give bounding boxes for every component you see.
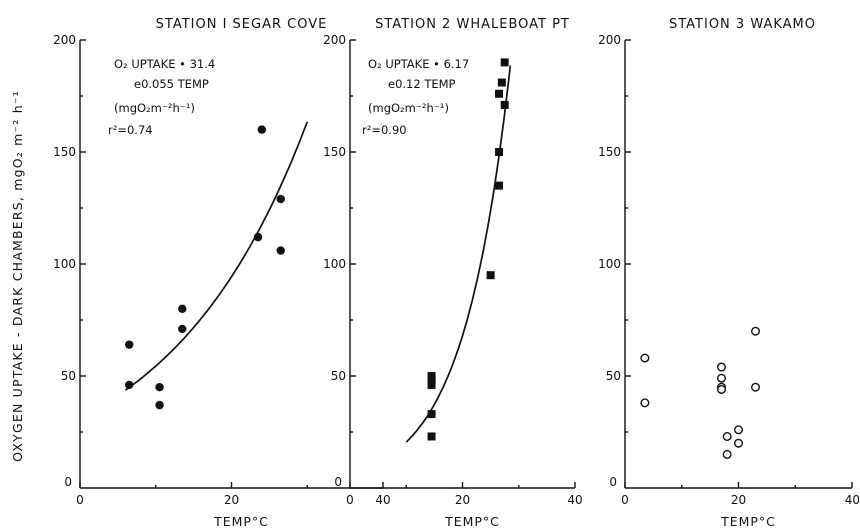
data-point	[427, 380, 436, 389]
data-point	[640, 353, 650, 363]
equation-line: e0.055 TEMP	[134, 77, 209, 91]
data-point	[155, 400, 164, 410]
y-tick-label: 150	[53, 145, 76, 159]
x-tick-label: 40	[375, 493, 390, 507]
x-tick-label: 0	[76, 493, 84, 507]
x-tick-label: 0	[346, 493, 354, 507]
fitted-curve	[124, 121, 309, 391]
data-point	[716, 384, 726, 394]
equation-line: r²=0.90	[362, 123, 407, 137]
data-point	[125, 340, 134, 349]
data-point	[276, 246, 285, 255]
data-point	[751, 382, 761, 392]
x-axis-label: TEMP°C	[213, 514, 269, 529]
data-point	[734, 425, 744, 435]
x-tick-label: 40	[567, 493, 582, 507]
data-point	[497, 78, 506, 87]
chart-title: STATION 2 WHALEBOAT PT	[375, 17, 570, 32]
data-point	[716, 373, 726, 383]
data-point	[716, 362, 726, 372]
data-point	[495, 181, 504, 190]
equation-line: O₂ UPTAKE • 6.17	[368, 57, 469, 71]
y-tick-label: 50	[606, 369, 621, 383]
y-tick-label: 0	[609, 475, 617, 489]
data-point	[734, 438, 744, 448]
data-point	[495, 148, 504, 156]
data-point	[257, 125, 266, 134]
data-point	[722, 449, 732, 459]
data-point	[276, 194, 285, 204]
y-tick-label: 100	[323, 257, 346, 271]
data-point	[500, 58, 509, 67]
chart-title: STATION 3 WAKAMO	[669, 17, 816, 32]
data-point	[486, 271, 495, 280]
data-point	[722, 431, 732, 441]
data-point	[427, 372, 436, 380]
data-point	[178, 304, 187, 313]
y-tick-label: 200	[53, 33, 76, 47]
x-axis-label: TEMP°C	[720, 514, 776, 529]
fitted-curve	[405, 65, 512, 443]
y-tick-label: 100	[53, 257, 76, 271]
equation-line: r²=0.74	[108, 123, 153, 137]
data-point	[253, 232, 263, 242]
chart-panel-3: STATION 3 WAKAMO 50 100 150 200 00 20 40 TEMP°C	[598, 17, 860, 529]
data-point	[178, 324, 187, 334]
data-point	[751, 326, 761, 336]
data-point	[500, 100, 509, 109]
x-tick-label: 40	[845, 493, 860, 507]
y-axis-label: OXYGEN UPTAKE - DARK CHAMBERS, mgO₂ m⁻² …	[10, 90, 25, 462]
y-tick-label: 50	[61, 369, 76, 383]
y-tick-label: 0	[64, 475, 72, 489]
equation-line: (mgO₂m⁻²h⁻¹)	[114, 101, 195, 115]
data-point	[427, 432, 436, 441]
y-tick-label: 50	[331, 369, 346, 383]
y-tick-label: 200	[323, 33, 346, 47]
chart-panel-2: STATION 2 WHALEBOAT PT 50 100 150 200 00 20 40 T…	[323, 17, 583, 529]
x-tick-label: 0	[621, 493, 629, 507]
equation-line: e0.12 TEMP	[388, 77, 456, 91]
x-tick-label: 20	[224, 493, 239, 507]
x-tick-label: 20	[455, 493, 470, 507]
y-tick-label: 200	[598, 33, 621, 47]
data-point	[155, 383, 164, 392]
equation-annotation: O₂ UPTAKE • 31.4 e0.055 TEMP (mgO₂m⁻²h⁻¹) r…	[108, 57, 215, 137]
y-tick-label: 150	[598, 145, 621, 159]
data-point	[125, 380, 134, 390]
x-axis-label: TEMP°C	[444, 514, 500, 529]
data-point	[427, 410, 436, 419]
equation-line: (mgO₂m⁻²h⁻¹)	[368, 101, 449, 115]
x-tick-label: 20	[731, 493, 746, 507]
equation-line: O₂ UPTAKE • 31.4	[114, 57, 215, 71]
y-tick-label: 0	[334, 475, 342, 489]
y-tick-label: 100	[598, 257, 621, 271]
data-point	[427, 376, 436, 385]
data-point	[495, 89, 504, 98]
data-point	[640, 398, 650, 408]
chart-title: STATION I SEGAR COVE	[156, 17, 328, 32]
equation-annotation: O₂ UPTAKE • 6.17 e0.12 TEMP (mgO₂m⁻²h⁻¹) r²…	[362, 57, 469, 137]
y-tick-label: 150	[323, 145, 346, 159]
